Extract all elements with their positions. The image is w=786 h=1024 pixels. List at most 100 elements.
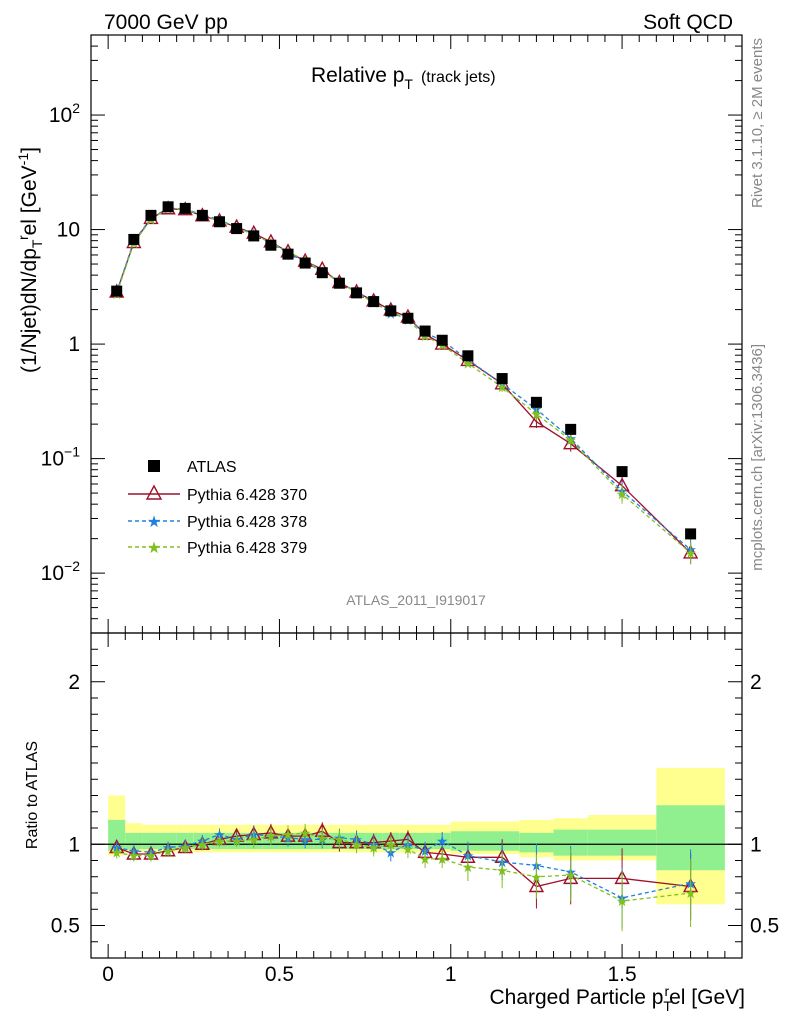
header-left: 7000 GeV pp xyxy=(104,11,228,34)
ratio-band-green xyxy=(416,832,434,850)
main-atlas-point xyxy=(111,285,123,297)
ratio-pythia-379-point: ★ xyxy=(419,852,432,868)
main-y-tick-label: 10−1 xyxy=(41,444,81,471)
ratio-band-green xyxy=(108,819,126,851)
legend-atlas-label: ATLAS xyxy=(187,459,237,476)
ratio-pythia-379-point: ★ xyxy=(564,868,577,884)
ratio-pythia-379-point: ★ xyxy=(247,832,260,848)
main-series: ★★★★★★★★★★★★★★★★★★★★★★★★★★★★★★★★★★★★★★★★… xyxy=(109,200,699,565)
ratio-y-tick-label: 1 xyxy=(68,833,80,856)
ratio-pythia-378-point: ★ xyxy=(385,845,398,861)
rivet-version-label: Rivet 3.1.10, ≥ 2M events xyxy=(749,38,766,208)
ratio-pythia-379-point: ★ xyxy=(385,837,398,853)
ratio-frame xyxy=(90,632,743,959)
main-atlas-point xyxy=(299,257,311,269)
legend-370-marker xyxy=(145,484,163,500)
main-atlas-point xyxy=(162,201,174,213)
main-pythia-379-point: ★ xyxy=(496,380,509,396)
legend-379-marker: ★ xyxy=(147,540,161,557)
ratio-pythia-379-point: ★ xyxy=(110,845,123,861)
ratio-pythia-379-point: ★ xyxy=(230,834,243,850)
ratio-pythia-379-point: ★ xyxy=(265,829,278,845)
main-atlas-point xyxy=(385,305,397,317)
main-pythia-370-point xyxy=(528,413,545,428)
ratio-pythia-379-point: ★ xyxy=(436,852,449,868)
ratio-pythia-379-point: ★ xyxy=(616,894,629,910)
ratio-band-green xyxy=(125,832,143,850)
main-atlas-point xyxy=(419,325,431,337)
ratio-pythia-379-point: ★ xyxy=(367,841,380,857)
main-atlas-point xyxy=(179,202,191,214)
ratio-bands xyxy=(91,767,742,905)
main-atlas-point xyxy=(436,334,448,346)
legend-atlas-marker xyxy=(148,460,160,472)
main-atlas-point xyxy=(565,423,577,435)
x-tick-label: 0 xyxy=(102,963,114,986)
ratio-pythia-379-point: ★ xyxy=(462,860,475,876)
main-atlas-point xyxy=(265,239,277,251)
ratio-series: ★ ★ ★ ★ ★ ★ ★ ★ ★ ★ ★ ★ ★ ★ ★ ★★★ ★★★ ★ ★ ★★★★ ★ ★ ★ ★ ★ ★ ★ ★ ★ ★ ★ ★ ★… xyxy=(109,822,699,932)
main-atlas-point xyxy=(145,209,157,221)
main-pythia-379-point: ★ xyxy=(564,433,577,449)
ratio-pythia-379-point: ★ xyxy=(530,870,543,886)
main-atlas-point xyxy=(128,233,140,245)
ratio-y-tick-label: 0.5 xyxy=(51,915,80,938)
legend-370-label: Pythia 6.428 370 xyxy=(187,487,307,504)
ratio-y-tick-label-right: 1 xyxy=(750,833,762,856)
main-atlas-point xyxy=(462,350,474,362)
analysis-id-label: ATLAS_2011_I919017 xyxy=(346,592,486,608)
main-pythia-379-point: ★ xyxy=(684,546,697,562)
ratio-pythia-379-point: ★ xyxy=(128,849,141,865)
main-pythia-379-line xyxy=(116,208,692,554)
main-atlas-point xyxy=(231,223,243,235)
main-atlas-point xyxy=(402,312,414,324)
main-panel: (1/Njet)dN/dpTrel [GeV-1] Relative pT (tr… xyxy=(15,34,743,634)
legend-378-label: Pythia 6.428 378 xyxy=(187,514,307,531)
main-atlas-point xyxy=(530,396,542,408)
ratio-pythia-379-point: ★ xyxy=(145,849,158,865)
x-tick-label: 1 xyxy=(445,963,457,986)
ratio-pythia-379-point: ★ xyxy=(282,828,295,844)
ratio-pythia-379-point: ★ xyxy=(350,837,363,853)
ratio-y-axis-label: Ratio to ATLAS xyxy=(24,741,41,849)
ratio-pythia-379-point: ★ xyxy=(299,826,312,842)
ratio-pythia-379-point: ★ xyxy=(213,834,226,850)
ratio-y-tick-label-right: 2 xyxy=(750,671,762,694)
ratio-pythia-379-line xyxy=(116,832,691,902)
main-y-axis-label: (1/Njet)dN/dpTrel [GeV-1] xyxy=(15,147,45,373)
main-atlas-point xyxy=(368,296,380,308)
mcplots-label: mcplots.cern.ch [arXiv:1306.3436] xyxy=(749,344,766,571)
main-atlas-point xyxy=(213,216,225,228)
main-y-tick-label: 1 xyxy=(68,333,80,356)
ratio-band-green xyxy=(159,832,177,850)
ratio-pythia-379-point: ★ xyxy=(196,837,209,853)
ratio-pythia-378-point: ★ xyxy=(436,834,449,850)
main-atlas-point xyxy=(351,287,363,299)
ratio-panel: Ratio to ATLAS 0.5 0.51 12 20 0.5 1 1.5 ★ ★ ★ ★ ★ ★… xyxy=(24,632,779,986)
header-right: Soft QCD xyxy=(643,11,733,34)
main-atlas-point xyxy=(333,277,345,289)
ratio-y-tick-label-right: 0.5 xyxy=(750,915,779,938)
main-atlas-point xyxy=(616,466,628,478)
main-y-tick-label: 10 xyxy=(57,219,80,242)
ratio-pythia-379-point: ★ xyxy=(402,842,415,858)
legend-378-marker: ★ xyxy=(147,514,161,531)
main-atlas-point xyxy=(248,230,260,242)
main-atlas-point xyxy=(496,373,508,385)
main-y-tick-label: 102 xyxy=(49,100,80,127)
ratio-band-green xyxy=(519,832,554,853)
main-ticks: 10−2 10−1 1 10 102 xyxy=(41,34,743,634)
ratio-pythia-379-point: ★ xyxy=(316,831,329,847)
ratio-ticks: 0.5 0.5 1 1 2 2 0 0.5 1 1.5 xyxy=(51,632,779,986)
main-y-tick-label: 10−2 xyxy=(41,558,81,585)
main-atlas-point xyxy=(282,248,294,260)
ratio-y-tick-label: 2 xyxy=(68,671,80,694)
main-atlas-point xyxy=(316,267,328,279)
legend: ATLAS Pythia 6.428 370 ★ Pythia 6.428 37… xyxy=(128,459,307,557)
ratio-band-green xyxy=(142,832,160,850)
x-axis-label: Charged Particle pTrel [GeV] xyxy=(489,983,745,1014)
x-tick-label: 0.5 xyxy=(265,963,294,986)
main-atlas-point xyxy=(685,528,697,540)
main-pythia-379-point: ★ xyxy=(616,487,629,503)
